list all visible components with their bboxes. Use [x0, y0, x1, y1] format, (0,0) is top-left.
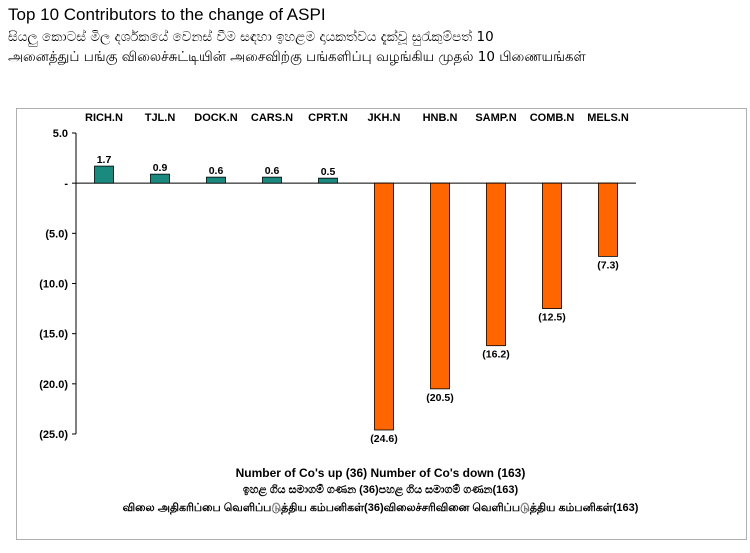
y-tick-label: (10.0)	[39, 279, 68, 291]
chart-title-english: Top 10 Contributors to the change of ASP…	[8, 5, 326, 24]
value-labels: 1.7 0.9 0.6 0.6 0.5 (24.6) (20.5) (16.2) (12.5) (…	[97, 154, 619, 445]
y-tick-label: (20.0)	[39, 379, 68, 391]
category-label: CPRT.N	[308, 112, 348, 124]
data-label: 0.9	[153, 162, 168, 174]
y-tick-label: (25.0)	[39, 429, 68, 441]
bar	[598, 182, 618, 257]
bar	[430, 182, 450, 390]
data-label: 0.5	[321, 166, 336, 178]
y-tick-label: (15.0)	[39, 329, 68, 341]
chart-title-tamil: அனைத்துப் பங்கு விலைச்சுட்டியின் அசைவிற்…	[8, 49, 586, 65]
bars	[94, 165, 618, 431]
data-label: (16.2)	[482, 349, 509, 361]
footer-english: Number of Co's up (36) Number of Co's do…	[235, 466, 526, 480]
category-label: HNB.N	[423, 112, 458, 124]
category-label: TJL.N	[145, 112, 176, 124]
category-label: COMB.N	[530, 112, 575, 124]
data-label: 0.6	[209, 165, 224, 177]
bar	[374, 182, 394, 431]
category-label: RICH.N	[85, 112, 123, 124]
title-block: Top 10 Contributors to the change of ASP…	[8, 4, 746, 66]
y-tick-label: (5.0)	[45, 228, 68, 240]
bar	[206, 176, 226, 184]
category-label: DOCK.N	[194, 112, 237, 124]
category-label: CARS.N	[251, 112, 293, 124]
data-label: (24.6)	[370, 433, 397, 445]
bar	[486, 182, 506, 347]
bar	[262, 176, 282, 184]
y-axis: 5.0 - (5.0) (10.0) (15.0) (20.0) (25.0)	[39, 128, 636, 441]
bar	[94, 165, 114, 184]
footer-tamil: விலை அதிகரிப்பை வெளிப்படுத்திய கம்பனிகள்…	[122, 502, 639, 514]
category-label: JKH.N	[367, 112, 400, 124]
bar	[150, 173, 170, 184]
category-labels: RICH.N TJL.N DOCK.N CARS.N CPRT.N JKH.N HNB.N S…	[85, 112, 629, 124]
data-label: (12.5)	[538, 312, 565, 324]
y-tick-label: -	[64, 178, 68, 190]
bar	[542, 182, 562, 309]
category-label: MELS.N	[587, 112, 629, 124]
data-label: (7.3)	[597, 259, 619, 271]
category-label: SAMP.N	[475, 112, 516, 124]
bar	[318, 177, 338, 184]
footer-sinhala: ඉහළ ගිය සමාගම් ගණන (36)පහළ ගිය සමාගම් ගණ…	[242, 484, 519, 496]
chart-title-sinhala: සියලු කොටස් මිල දර්ශකයේ වෙනස් වීම සඳහා ඉ…	[8, 29, 494, 45]
y-tick-label: 5.0	[53, 128, 68, 140]
data-label: (20.5)	[426, 392, 453, 404]
data-label: 1.7	[97, 154, 112, 166]
data-label: 0.6	[265, 165, 280, 177]
